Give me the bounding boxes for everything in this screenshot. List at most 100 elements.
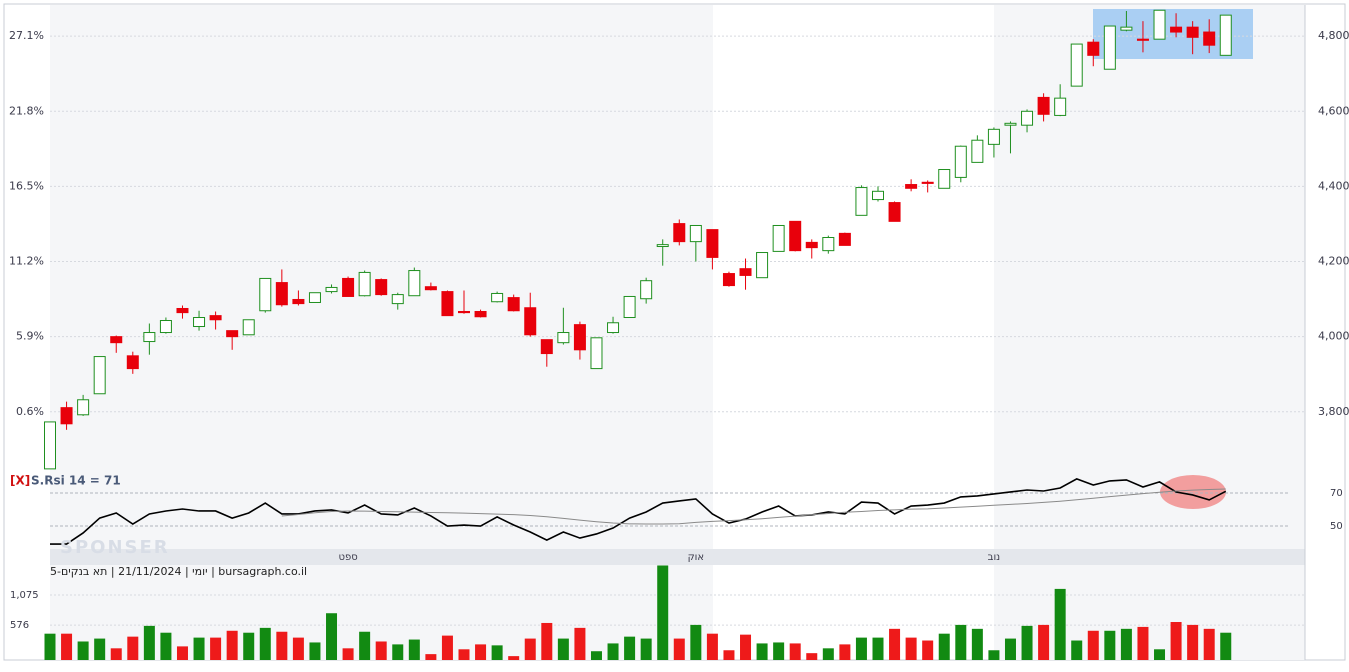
candle-body bbox=[987, 128, 1000, 145]
candle-body bbox=[408, 270, 421, 297]
volume-bar bbox=[789, 643, 801, 660]
candle-body bbox=[706, 229, 719, 258]
candle-body bbox=[1203, 31, 1216, 46]
volume-bar bbox=[1021, 625, 1033, 660]
candle-body bbox=[193, 317, 206, 328]
candle-body bbox=[110, 336, 123, 344]
candle-body bbox=[358, 271, 371, 297]
volume-bar bbox=[557, 638, 569, 660]
volume-bar bbox=[309, 642, 321, 660]
y2-tick-label: 11.2% bbox=[9, 255, 44, 268]
candle-body bbox=[176, 307, 189, 314]
volume-bar bbox=[292, 637, 304, 660]
volume-bar bbox=[872, 637, 884, 660]
candle-body bbox=[242, 319, 255, 336]
candle-body bbox=[1153, 9, 1166, 40]
x-tick-label: ספט bbox=[338, 552, 357, 563]
plot-layer: 3,800 4,000 4,200 4,400 4,600 4,800 0.6% 5.9% 11… bbox=[9, 9, 1349, 660]
y-tick-label: 50 bbox=[1330, 521, 1343, 532]
candle-body bbox=[391, 294, 404, 305]
volume-bar bbox=[673, 638, 685, 660]
volume-bar bbox=[524, 638, 536, 660]
candle-body bbox=[375, 279, 388, 296]
candle-body bbox=[772, 224, 785, 252]
candle-body bbox=[507, 297, 520, 312]
volume-bar bbox=[143, 625, 155, 660]
volume-bar bbox=[1071, 640, 1083, 660]
candle-body bbox=[573, 324, 586, 351]
candle-body bbox=[822, 237, 835, 252]
volume-bar bbox=[938, 633, 950, 660]
candle-body bbox=[424, 286, 437, 291]
candle-body bbox=[789, 220, 802, 252]
candle-body bbox=[226, 330, 239, 338]
candle-body bbox=[888, 202, 901, 222]
candle-body bbox=[1136, 38, 1149, 41]
volume-bar bbox=[243, 632, 255, 660]
candle-body bbox=[458, 310, 470, 314]
volume-bar bbox=[342, 648, 354, 660]
close-button[interactable]: [X] bbox=[10, 474, 30, 488]
candle-body bbox=[1170, 26, 1183, 33]
candle-body bbox=[607, 322, 620, 334]
candle-body bbox=[93, 356, 106, 395]
volume-bar bbox=[475, 644, 487, 660]
volume-bar bbox=[905, 637, 917, 660]
candle-body bbox=[325, 286, 338, 293]
candle-body bbox=[623, 295, 636, 319]
candle-body bbox=[474, 310, 487, 318]
candle-body bbox=[756, 252, 769, 279]
x-tick-label: אוק bbox=[688, 552, 705, 563]
volume-bar bbox=[889, 628, 901, 660]
volume-bar bbox=[723, 650, 735, 660]
volume-bar bbox=[375, 641, 387, 660]
candle-body bbox=[1120, 26, 1133, 31]
candle-body bbox=[308, 292, 321, 303]
rsi-line bbox=[50, 478, 1227, 545]
candle-body bbox=[1054, 97, 1067, 116]
candle-body bbox=[689, 224, 702, 243]
volume-bar bbox=[988, 650, 1000, 660]
volume-bar bbox=[392, 644, 404, 660]
watermark: SPONSER bbox=[60, 537, 170, 558]
y-tick-label: 4,400 bbox=[1318, 179, 1349, 192]
volume-bar bbox=[276, 631, 288, 660]
candle-body bbox=[143, 332, 156, 343]
volume-bar bbox=[756, 643, 768, 660]
candle-body bbox=[855, 187, 868, 216]
volume-bar bbox=[855, 637, 867, 660]
volume-bar bbox=[590, 651, 602, 660]
candle-body bbox=[540, 339, 553, 355]
volume-bar bbox=[1120, 628, 1132, 660]
volume-bar bbox=[508, 656, 520, 660]
candle-body bbox=[673, 223, 686, 243]
volume-bar bbox=[210, 637, 222, 660]
candle-body bbox=[491, 292, 504, 303]
volume-bar bbox=[1170, 622, 1182, 660]
candle-body bbox=[722, 273, 735, 287]
candle-body bbox=[872, 190, 884, 201]
volume-bar bbox=[110, 648, 122, 660]
y2-tick-label: 0.6% bbox=[16, 405, 44, 418]
candle-body bbox=[954, 145, 967, 178]
candle-body bbox=[1219, 14, 1232, 56]
candle-body bbox=[805, 241, 818, 249]
candle-body bbox=[1186, 26, 1199, 38]
y-tick-label: 70 bbox=[1330, 488, 1343, 499]
volume-bar bbox=[839, 644, 851, 660]
volume-bar bbox=[1154, 649, 1166, 660]
volume-bar bbox=[806, 653, 818, 660]
y2-tick-label: 27.1% bbox=[9, 29, 44, 42]
y-tick-label: 3,800 bbox=[1318, 405, 1349, 418]
volume-bar bbox=[1104, 630, 1116, 660]
candle-body bbox=[524, 307, 537, 336]
candle-body bbox=[60, 407, 73, 425]
volume-bar bbox=[127, 636, 139, 660]
candle-body bbox=[1021, 110, 1034, 126]
volume-bar bbox=[1038, 624, 1050, 660]
volume-bar bbox=[1004, 638, 1016, 660]
footer-info: יומי | 21/11/2024 | תא בנקים-5 | bursagr… bbox=[50, 565, 307, 578]
volume-bar bbox=[541, 622, 553, 660]
volume-bar bbox=[160, 632, 172, 660]
volume-bar bbox=[61, 633, 73, 660]
